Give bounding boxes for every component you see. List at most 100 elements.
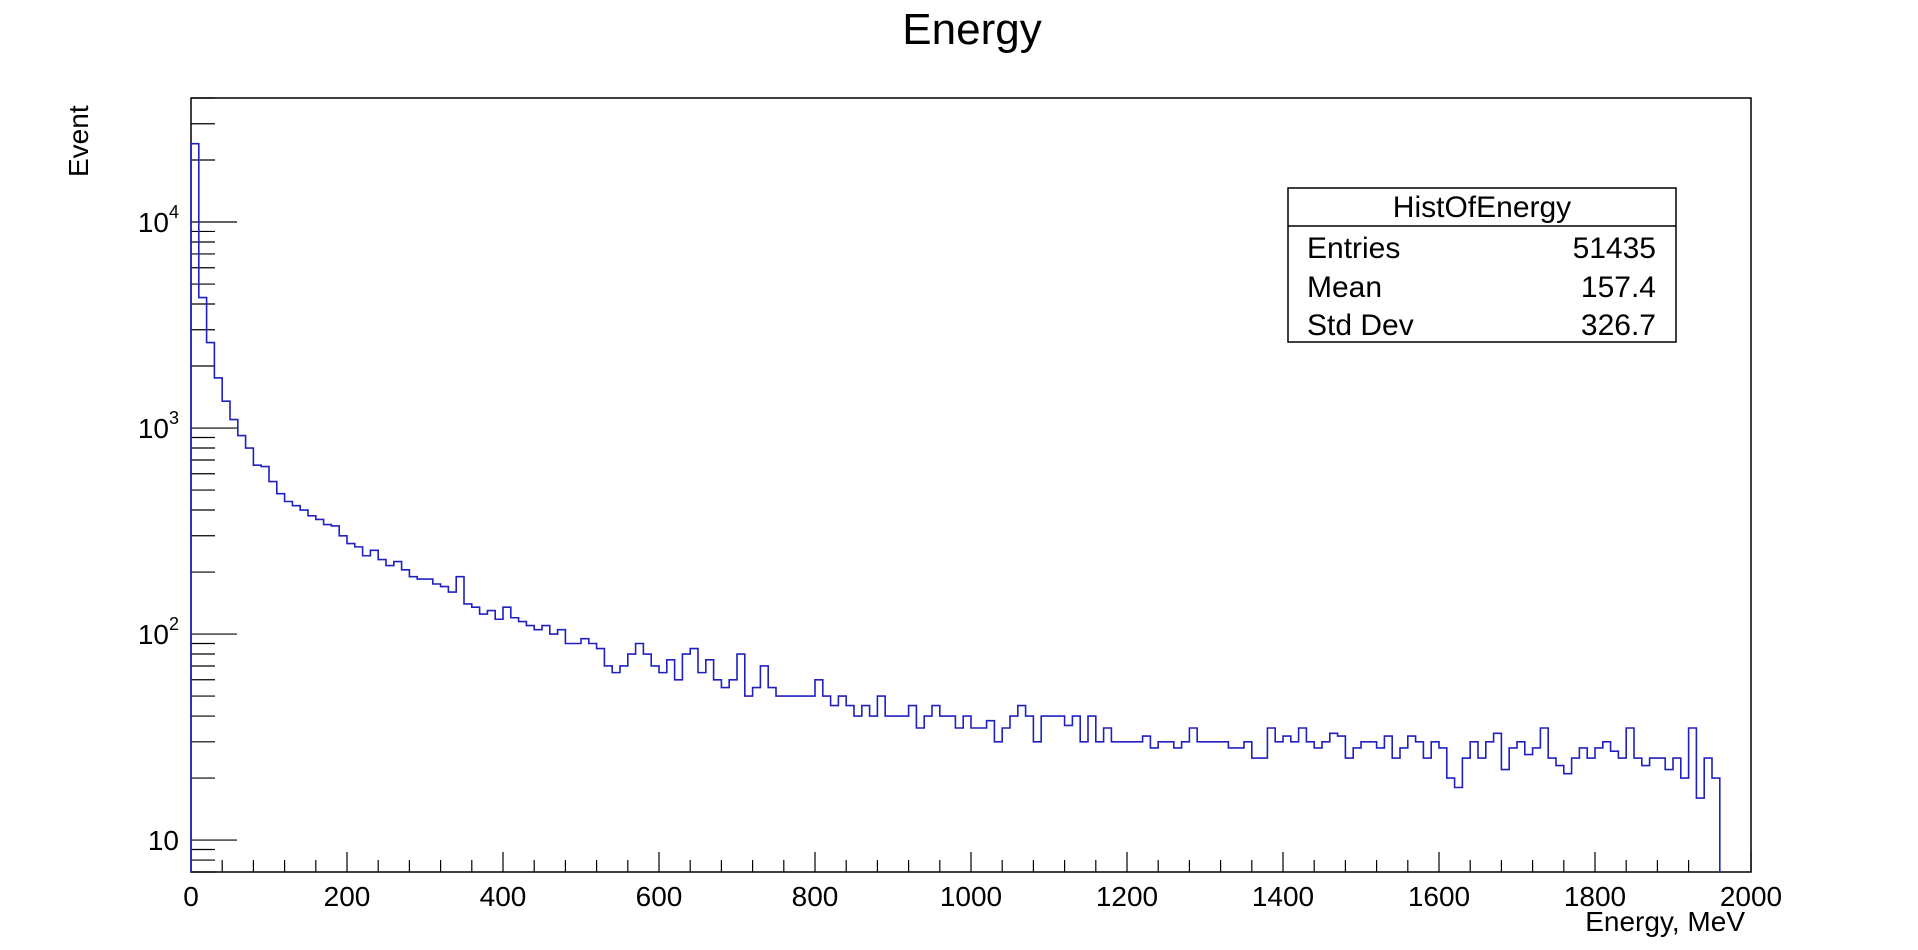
histogram-bin — [1088, 716, 1096, 872]
histogram-bin — [753, 688, 761, 872]
histogram-bin — [1673, 758, 1681, 872]
histogram-bin — [1275, 742, 1283, 872]
chart-title: Energy — [902, 5, 1041, 54]
histogram-bin — [487, 611, 495, 872]
histogram-line — [190, 142, 1721, 872]
histogram-bin — [1057, 716, 1065, 872]
histogram-bin — [885, 716, 893, 872]
histogram-bin — [402, 570, 410, 872]
histogram-bin — [1065, 725, 1073, 872]
histogram-bin — [792, 696, 800, 872]
histogram-bin — [948, 716, 956, 872]
histogram-bin — [955, 728, 963, 872]
axis-ticks-group: 0 200 400 600 800 1000 1200 1400 1600 1800 2000 10 1… — [138, 97, 1782, 912]
histogram-bin — [589, 643, 597, 872]
histogram-bin — [1111, 742, 1119, 872]
histogram-bin — [1501, 770, 1509, 872]
histogram-bin — [807, 696, 815, 872]
histogram-bin — [425, 579, 433, 872]
x-tick-label: 2000 — [1720, 881, 1782, 912]
y-axis-label: Event — [63, 105, 94, 177]
histogram-bin — [1462, 758, 1470, 872]
x-axis-label: Energy, MeV — [1585, 906, 1745, 937]
histogram-bin — [893, 716, 901, 872]
histogram-bin — [745, 696, 753, 872]
histogram-bin — [534, 630, 542, 872]
histogram-bin — [643, 654, 651, 872]
histogram-bin — [238, 436, 246, 872]
histogram-bin — [1556, 766, 1564, 872]
histogram-bin — [292, 506, 300, 872]
histogram-bin — [1439, 748, 1447, 872]
histogram-bin — [433, 584, 441, 872]
histogram-bin — [690, 649, 698, 872]
histogram-bin — [253, 465, 261, 872]
histogram-bin — [597, 649, 605, 872]
histogram-bin — [363, 556, 371, 872]
stats-stddev-value: 326.7 — [1581, 309, 1656, 342]
histogram-bin — [815, 680, 823, 872]
x-tick-label: 1400 — [1252, 881, 1314, 912]
histogram-bin — [386, 566, 394, 872]
histogram-bin — [1182, 742, 1190, 872]
histogram-bin — [963, 716, 971, 872]
histogram-bin — [1096, 742, 1104, 872]
histogram-bin — [1049, 716, 1057, 872]
histogram-bin — [550, 634, 558, 872]
histogram-bin — [1377, 748, 1385, 872]
histogram-bin — [316, 519, 324, 872]
histogram-bin — [940, 716, 948, 872]
histogram-bin — [628, 654, 636, 872]
histogram-bin — [1291, 742, 1299, 872]
histogram-bin — [207, 343, 215, 872]
histogram-bin — [651, 666, 659, 872]
histogram-bin — [1338, 736, 1346, 872]
histogram-bin — [394, 562, 402, 872]
histogram-bin — [355, 547, 363, 872]
histogram-bin — [1026, 716, 1034, 872]
histogram-bin — [1244, 742, 1252, 872]
histogram-bin — [1423, 758, 1431, 872]
stats-mean-label: Mean — [1307, 271, 1382, 304]
y-tick-label: 102 — [138, 614, 179, 650]
histogram-bin — [721, 688, 729, 872]
histogram-bin — [1166, 742, 1174, 872]
histogram-bin — [1572, 758, 1580, 872]
histogram-bin — [1579, 748, 1587, 872]
y-tick-label: 103 — [138, 408, 179, 444]
histogram-bin — [1603, 742, 1611, 872]
histogram-bin — [776, 696, 784, 872]
histogram-bin — [1135, 742, 1143, 872]
x-tick-label: 200 — [324, 881, 371, 912]
stats-box: HistOfEnergy Entries 51435 Mean 157.4 St… — [1287, 187, 1677, 343]
histogram-bin — [511, 618, 519, 872]
histogram-bin — [1634, 758, 1642, 872]
y-tick-label: 104 — [138, 202, 179, 238]
histogram-bin — [1322, 742, 1330, 872]
histogram-bin — [1033, 742, 1041, 872]
histogram-bin — [519, 622, 527, 872]
x-tick-label: 800 — [792, 881, 839, 912]
histogram-bin — [1236, 748, 1244, 872]
stats-entries-value: 51435 — [1573, 232, 1656, 265]
histogram-bin — [1618, 758, 1626, 872]
histogram-bin — [1283, 736, 1291, 872]
histogram-bin — [659, 673, 667, 872]
histogram-bin — [909, 706, 917, 872]
histogram-bin — [831, 706, 839, 872]
histogram-bin — [199, 298, 207, 872]
x-tick-label: 1800 — [1564, 881, 1626, 912]
histogram-bin — [729, 680, 737, 872]
histogram-bin — [1517, 742, 1525, 872]
histogram-bin — [581, 639, 589, 872]
histogram-bin — [441, 587, 449, 872]
histogram-bin — [1127, 742, 1135, 872]
histogram-bin — [308, 516, 316, 872]
histogram-bin — [1252, 758, 1260, 872]
histogram-bin — [230, 420, 238, 872]
histogram-bin — [558, 630, 566, 872]
histogram-bin — [971, 728, 979, 872]
histogram-bin — [503, 607, 511, 872]
histogram-bin — [214, 378, 222, 872]
histogram-bin — [1665, 770, 1673, 872]
